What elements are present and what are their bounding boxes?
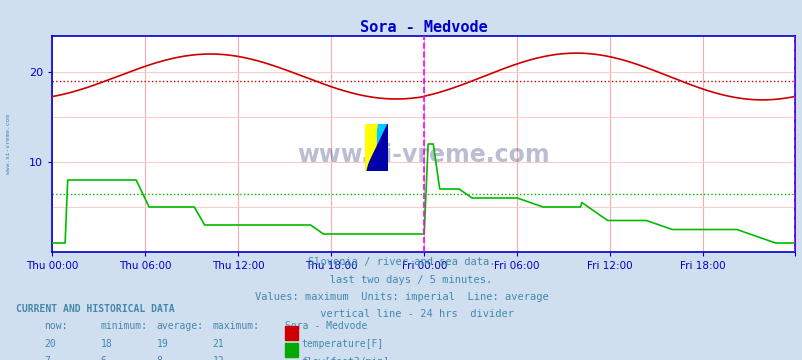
Text: 21: 21 (213, 339, 225, 349)
Text: temperature[F]: temperature[F] (301, 339, 383, 349)
Text: flow[foot3/min]: flow[foot3/min] (301, 356, 389, 360)
Text: 7: 7 (44, 356, 50, 360)
Text: now:: now: (44, 321, 67, 332)
Polygon shape (365, 124, 376, 171)
Text: CURRENT AND HISTORICAL DATA: CURRENT AND HISTORICAL DATA (16, 304, 175, 314)
Text: average:: average: (156, 321, 204, 332)
Polygon shape (365, 124, 387, 171)
Text: vertical line - 24 hrs  divider: vertical line - 24 hrs divider (289, 309, 513, 319)
Text: 18: 18 (100, 339, 112, 349)
Text: last two days / 5 minutes.: last two days / 5 minutes. (310, 275, 492, 285)
Text: 12: 12 (213, 356, 225, 360)
Title: Sora - Medvode: Sora - Medvode (359, 20, 487, 35)
Text: Slovenia / river and sea data.: Slovenia / river and sea data. (307, 257, 495, 267)
Text: Sora - Medvode: Sora - Medvode (285, 321, 367, 332)
Text: maximum:: maximum: (213, 321, 260, 332)
Text: minimum:: minimum: (100, 321, 148, 332)
Text: Values: maximum  Units: imperial  Line: average: Values: maximum Units: imperial Line: av… (254, 292, 548, 302)
Text: 20: 20 (44, 339, 56, 349)
Bar (365, 124, 376, 171)
Text: www.si-vreme.com: www.si-vreme.com (6, 114, 11, 174)
Bar (376, 124, 387, 171)
Text: www.si-vreme.com: www.si-vreme.com (297, 143, 549, 167)
Text: 19: 19 (156, 339, 168, 349)
Text: 8: 8 (156, 356, 162, 360)
Text: 6: 6 (100, 356, 106, 360)
